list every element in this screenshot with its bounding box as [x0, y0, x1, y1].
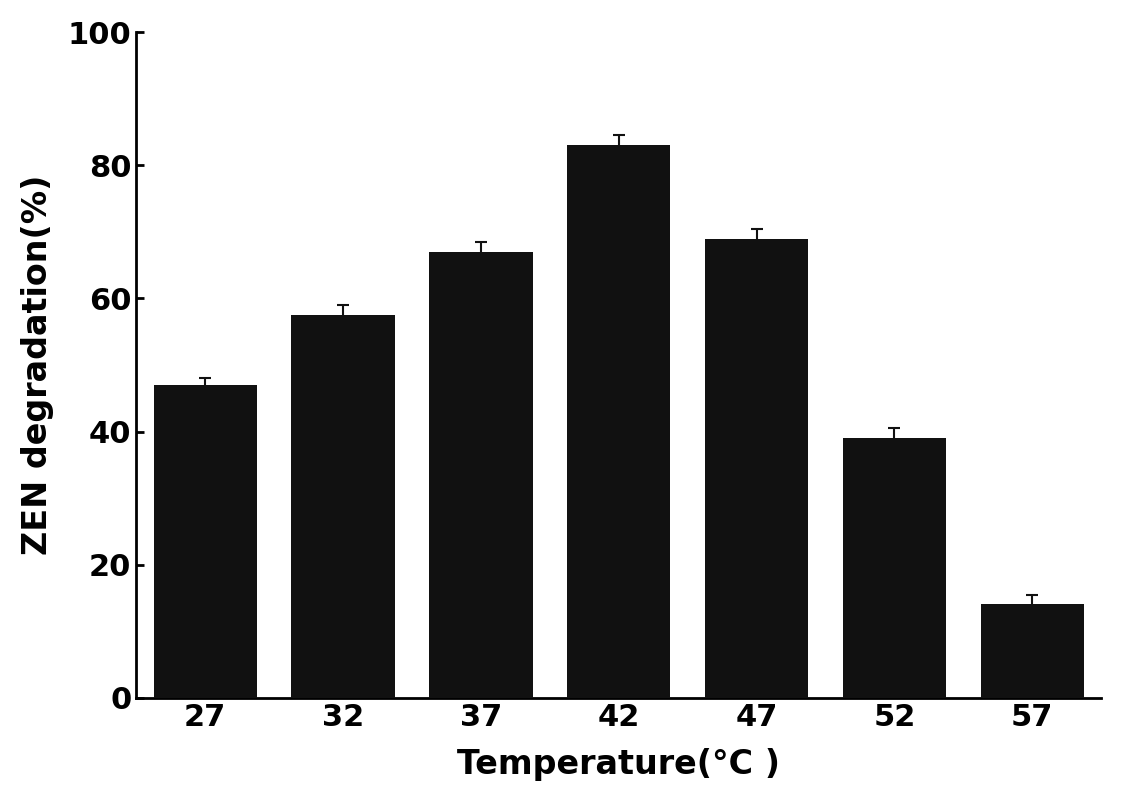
Bar	[705, 238, 808, 698]
Bar	[154, 385, 257, 698]
Bar	[843, 438, 946, 698]
X-axis label: Temperature(°C ): Temperature(°C )	[458, 748, 780, 781]
Bar	[567, 145, 671, 698]
Bar	[292, 315, 395, 698]
Y-axis label: ZEN degradation(%): ZEN degradation(%)	[21, 175, 54, 555]
Bar	[430, 252, 533, 698]
Bar	[981, 605, 1084, 698]
